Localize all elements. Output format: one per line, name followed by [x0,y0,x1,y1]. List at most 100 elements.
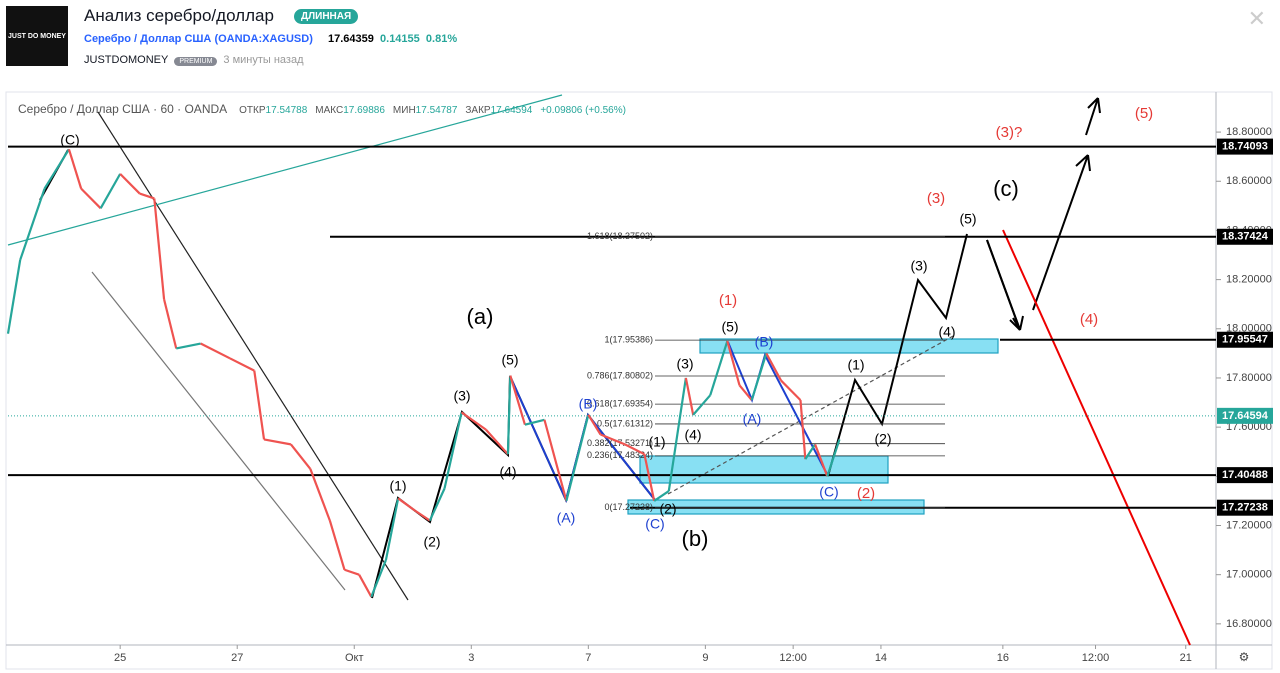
settings-icon[interactable]: ⚙ [1239,650,1250,664]
legend-label: ОТКР [239,105,266,116]
legend-label: МИН [393,105,416,116]
price-segment [692,394,712,416]
fib-label: 0.382(17.53271) [587,438,653,448]
price-tag-label: 18.74093 [1222,141,1268,153]
price-segment [43,148,70,190]
price: 17.64359 [328,33,374,45]
price-segment [80,187,102,210]
legend: Серебро / Доллар США · 60 · OANDA ОТКР17.… [18,102,626,116]
trend-line [91,271,346,591]
fib-label: 0.786(17.80802) [587,370,653,380]
wave-label: (5) [721,319,738,335]
price-tag [1217,138,1273,155]
price-segment [624,443,645,456]
symbol[interactable]: Серебро / Доллар США (OANDA:XAGUSD) [84,33,313,45]
wave-label: (B) [755,334,774,350]
close-button[interactable]: ✕ [1247,6,1266,31]
long-badge: ДЛИННАЯ [294,9,359,24]
wave-label: (2) [659,501,676,517]
y-tick-label: 16.80000 [1226,618,1272,630]
price-segment [543,419,568,502]
wave [727,341,829,477]
y-tick-label: 17.00000 [1226,569,1272,581]
time: 3 минуты назад [223,54,304,66]
price-segment [524,418,545,426]
y-tick-label: 18.60000 [1226,175,1272,187]
price-segment [587,414,602,436]
wave-label: (C) [60,132,79,148]
wave-label: (5) [501,352,518,368]
x-tick-label: 12:00 [779,652,807,664]
price-segment [67,148,83,189]
price-segment [253,370,266,440]
wave-label: (4) [938,324,955,340]
y-tick-label: 17.80000 [1226,372,1272,384]
price-segment [344,568,360,576]
idea-title: Анализ серебро/доллар [84,6,274,25]
x-tick-label: 9 [702,652,708,664]
price-info: 17.64359 0.14155 0.81% [328,33,457,45]
price-segment [139,192,155,200]
author-line: JUSTDOMONEY PREMIUM 3 минуты назад [84,54,304,66]
y-tick-label: 17.60000 [1226,421,1272,433]
wave-label: (3) [676,356,693,372]
wave-label: (1) [648,434,665,450]
fib-label: 0.618(17.69354) [587,399,653,409]
y-tick-label: 18.00000 [1226,323,1272,335]
symbol-code: OANDA:XAGUSD [218,33,310,45]
symbol-name: Серебро / Доллар США [84,33,212,45]
price-tag [1217,228,1273,245]
logo[interactable]: JUST DO MONEY [6,6,68,66]
price-segment [804,443,817,460]
wave-label: (3) [453,388,470,404]
price-segment [443,412,463,489]
price-segment [684,377,695,416]
wave-label: (A) [743,411,762,427]
wave-label: (B) [579,396,598,412]
wave-label: (4) [499,464,516,480]
price-segment [799,400,807,460]
price-segment [750,353,768,401]
wave-label: (C) [819,484,838,500]
wave-label: (5) [959,211,976,227]
price-segment [358,574,373,598]
price-segment [229,357,255,372]
price-tag [1217,499,1273,516]
y-tick-label: 17.20000 [1226,519,1272,531]
price-tag-label: 17.40488 [1222,469,1268,481]
price-segment [826,439,841,477]
price-segment [119,173,141,195]
price-segment [600,433,626,446]
arrow [986,97,1101,331]
wave-label: (3) [910,258,927,274]
zone [699,338,999,354]
price-segment [460,411,487,431]
price-segment [780,379,802,401]
wave-label: (a) [467,304,494,329]
legend-change: +0.09806 (+0.56%) [540,105,626,116]
header: JUST DO MONEY Анализ серебро/доллар ДЛИН… [0,0,1280,85]
price-tag [1217,331,1273,348]
price-segment [309,468,331,521]
wave-label: (2) [423,534,440,550]
y-tick-label: 18.80000 [1226,126,1272,138]
legend-value: 17.54787 [416,105,458,116]
price-segment [328,520,346,571]
price-segment [765,352,782,381]
drawings [7,94,1191,646]
author[interactable]: JUSTDOMONEY [84,54,169,66]
legend-label: ЗАКР [465,105,491,116]
wave-label: (c) [993,176,1019,201]
price-segment [726,340,741,386]
zone [627,499,925,515]
zone [639,455,889,484]
wave-label: (3) [927,190,945,207]
price-segment [667,377,687,492]
price-segment [643,453,656,502]
price-segment [263,438,292,446]
price-segment [99,173,122,209]
arrow [986,239,1021,331]
price-tag-label: 17.27238 [1222,502,1268,514]
